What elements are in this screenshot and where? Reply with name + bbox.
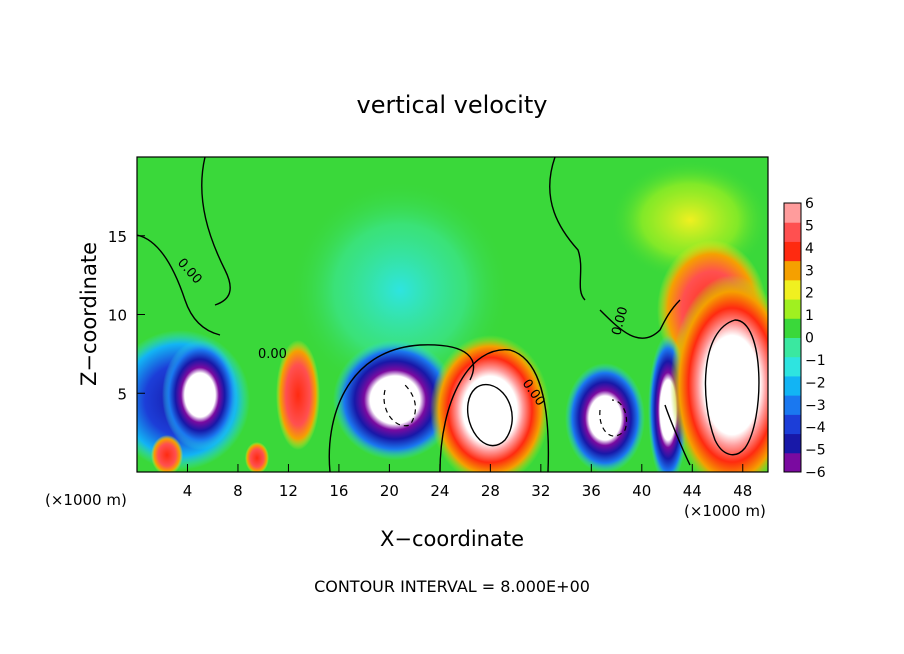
colorbar-tick-label: −6 <box>805 465 826 481</box>
y-tick-label: 5 <box>117 385 127 403</box>
neg-core-contour-37 <box>599 399 628 437</box>
x-tick-label: 32 <box>531 482 550 500</box>
x-tick-label: 24 <box>430 482 449 500</box>
x-tick-label: 20 <box>380 482 399 500</box>
colorbar-swatch <box>784 395 801 415</box>
colorbar-swatch <box>784 452 801 473</box>
neg-core-contour-20 <box>383 384 417 427</box>
colorbar-swatch <box>784 299 801 319</box>
x-axis-label: X−coordinate <box>380 527 524 551</box>
colorbar-tick-label: 3 <box>805 263 814 279</box>
colorbar-tick-label: −1 <box>805 353 826 369</box>
downdraft-37km <box>565 363 645 472</box>
x-tick-label: 12 <box>279 482 298 500</box>
colorbar-tick-label: −5 <box>805 443 826 459</box>
core-contour-28 <box>466 384 513 447</box>
colorbar-swatch <box>784 414 801 435</box>
upper-cyan-region <box>290 180 510 400</box>
x-tick-label: 36 <box>582 482 601 500</box>
plot-area: 0.00 0.00 0.00 0.00 <box>137 157 768 472</box>
x-tick-label: 28 <box>481 482 500 500</box>
zero-contour-upper-right <box>549 157 586 301</box>
x-tick-label: 16 <box>329 482 348 500</box>
colorbar-swatch <box>784 279 801 300</box>
zero-contour-right <box>599 299 681 339</box>
downdraft-20km <box>333 340 457 460</box>
x-tick-label: 40 <box>632 482 651 500</box>
y-tick-label: 10 <box>108 307 127 325</box>
colorbar-frame <box>783 202 802 473</box>
colorbar-tick-label: 4 <box>805 241 814 257</box>
x-axis-ticks: 4 8 12 16 20 24 28 32 36 40 44 48 <box>183 464 752 500</box>
downdraft-5km <box>162 340 238 450</box>
updraft-9km <box>245 442 269 472</box>
colorbar-tick-label: 5 <box>805 218 814 234</box>
x-unit-label-left: (×1000 m) <box>45 491 127 509</box>
colorbar-swatch <box>784 337 801 358</box>
colorbar-tick-label: 0 <box>805 331 814 347</box>
dashed-contours <box>383 384 628 437</box>
zero-contour-plume-left <box>201 157 231 306</box>
core-contour-42 <box>664 404 691 466</box>
colorbar-swatch <box>784 241 801 262</box>
updraft-46km <box>670 275 768 472</box>
y-axis-ticks: 5 10 15 <box>108 228 145 403</box>
x-tick-label: 4 <box>183 482 193 500</box>
chart-title: vertical velocity <box>357 91 548 119</box>
colorbar: 6 5 4 3 2 1 0 −1 −2 −3 −4 −5 −6 <box>783 196 826 481</box>
updraft-28km <box>430 335 550 472</box>
colorbar-tick-label: 6 <box>805 196 814 212</box>
contour-label: 0.00 <box>609 305 631 337</box>
x-tick-label: 8 <box>233 482 243 500</box>
x-tick-label: 48 <box>733 482 752 500</box>
core-contour-46 <box>704 319 760 456</box>
colorbar-swatch <box>784 375 801 396</box>
colorbar-tick-label: −2 <box>805 375 826 391</box>
colorbar-swatch <box>784 222 801 242</box>
y-axis-label: Z−coordinate <box>77 242 101 386</box>
contour-label: 0.00 <box>258 347 287 362</box>
colorbar-tick-label: 2 <box>805 286 814 302</box>
colorbar-tick-label: −4 <box>805 420 826 436</box>
updraft-13km <box>276 340 320 450</box>
colorbar-swatch <box>784 260 801 281</box>
zero-contour-upper-left <box>137 234 221 336</box>
x-unit-label-right: (×1000 m) <box>684 502 766 520</box>
contour-interval-note: CONTOUR INTERVAL = 8.000E+00 <box>314 577 590 596</box>
colorbar-swatch <box>784 356 801 377</box>
updraft-1km <box>151 435 183 472</box>
zero-contour-mid <box>328 344 475 472</box>
colorbar-tick-label: 1 <box>805 308 814 324</box>
y-tick-label: 15 <box>108 228 127 246</box>
colorbar-tick-label: −3 <box>805 398 826 414</box>
contour-lines <box>137 157 760 472</box>
colorbar-swatch <box>784 433 801 454</box>
zero-contour-updraft-28 <box>439 349 550 472</box>
colorbar-swatch <box>784 318 801 338</box>
x-tick-label: 44 <box>683 482 702 500</box>
colorbar-swatch <box>784 203 801 223</box>
